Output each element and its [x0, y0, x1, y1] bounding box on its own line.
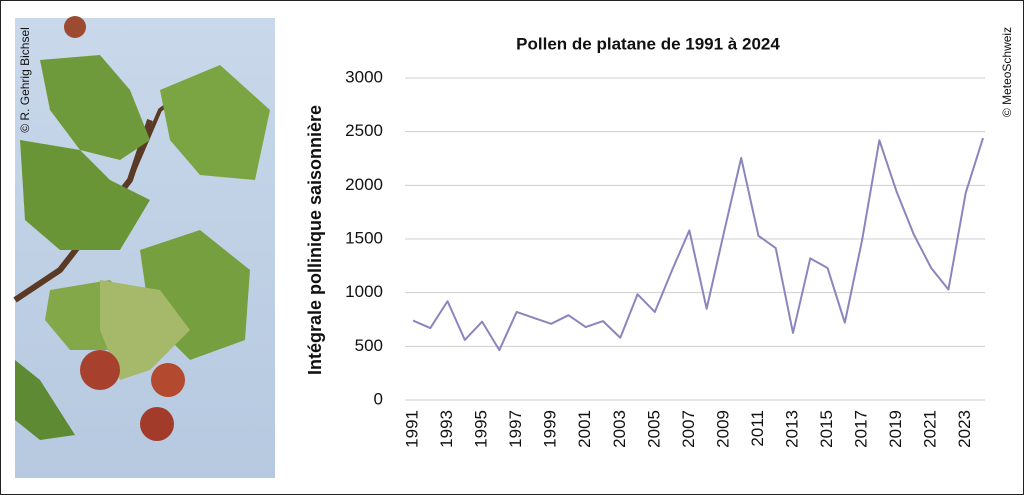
source-credit: © MeteoSchweiz	[1000, 27, 1014, 117]
y-tick-label: 0	[374, 389, 383, 408]
x-tick-label: 2007	[679, 410, 698, 448]
x-tick-label: 1991	[402, 410, 421, 448]
x-tick-label: 2005	[644, 410, 663, 448]
photo	[13, 16, 275, 478]
y-tick-label: 3000	[345, 67, 383, 86]
x-tick-label: 2015	[817, 410, 836, 448]
x-tick-label: 2021	[921, 410, 940, 448]
x-tick-label: 2001	[575, 410, 594, 448]
x-tick-label: 1995	[472, 410, 491, 448]
x-tick-label: 2003	[610, 410, 629, 448]
x-tick-label: 2009	[713, 410, 732, 448]
x-tick-label: 1993	[437, 410, 456, 448]
x-tick-label: 2011	[748, 410, 767, 447]
x-tick-label: 2013	[782, 410, 801, 448]
y-tick-label: 1500	[345, 228, 383, 247]
x-tick-label: 1999	[541, 410, 560, 448]
photo-credit: © R. Gehrig Bichsel	[18, 27, 32, 133]
x-tick-label: 2023	[955, 410, 974, 448]
x-tick-label: 1997	[506, 410, 525, 448]
data-line	[412, 137, 984, 352]
x-tick-label: 2017	[852, 410, 871, 448]
chart-title: Pollen de platane de 1991 à 2024	[516, 34, 780, 53]
y-tick-label: 2500	[345, 121, 383, 140]
y-tick-label: 500	[355, 336, 383, 355]
y-tick-label: 2000	[345, 175, 383, 194]
x-tick-label: 2019	[886, 410, 905, 448]
y-axis-label: Intégrale pollinique saisonnière	[305, 105, 325, 375]
y-tick-label: 1000	[345, 282, 383, 301]
